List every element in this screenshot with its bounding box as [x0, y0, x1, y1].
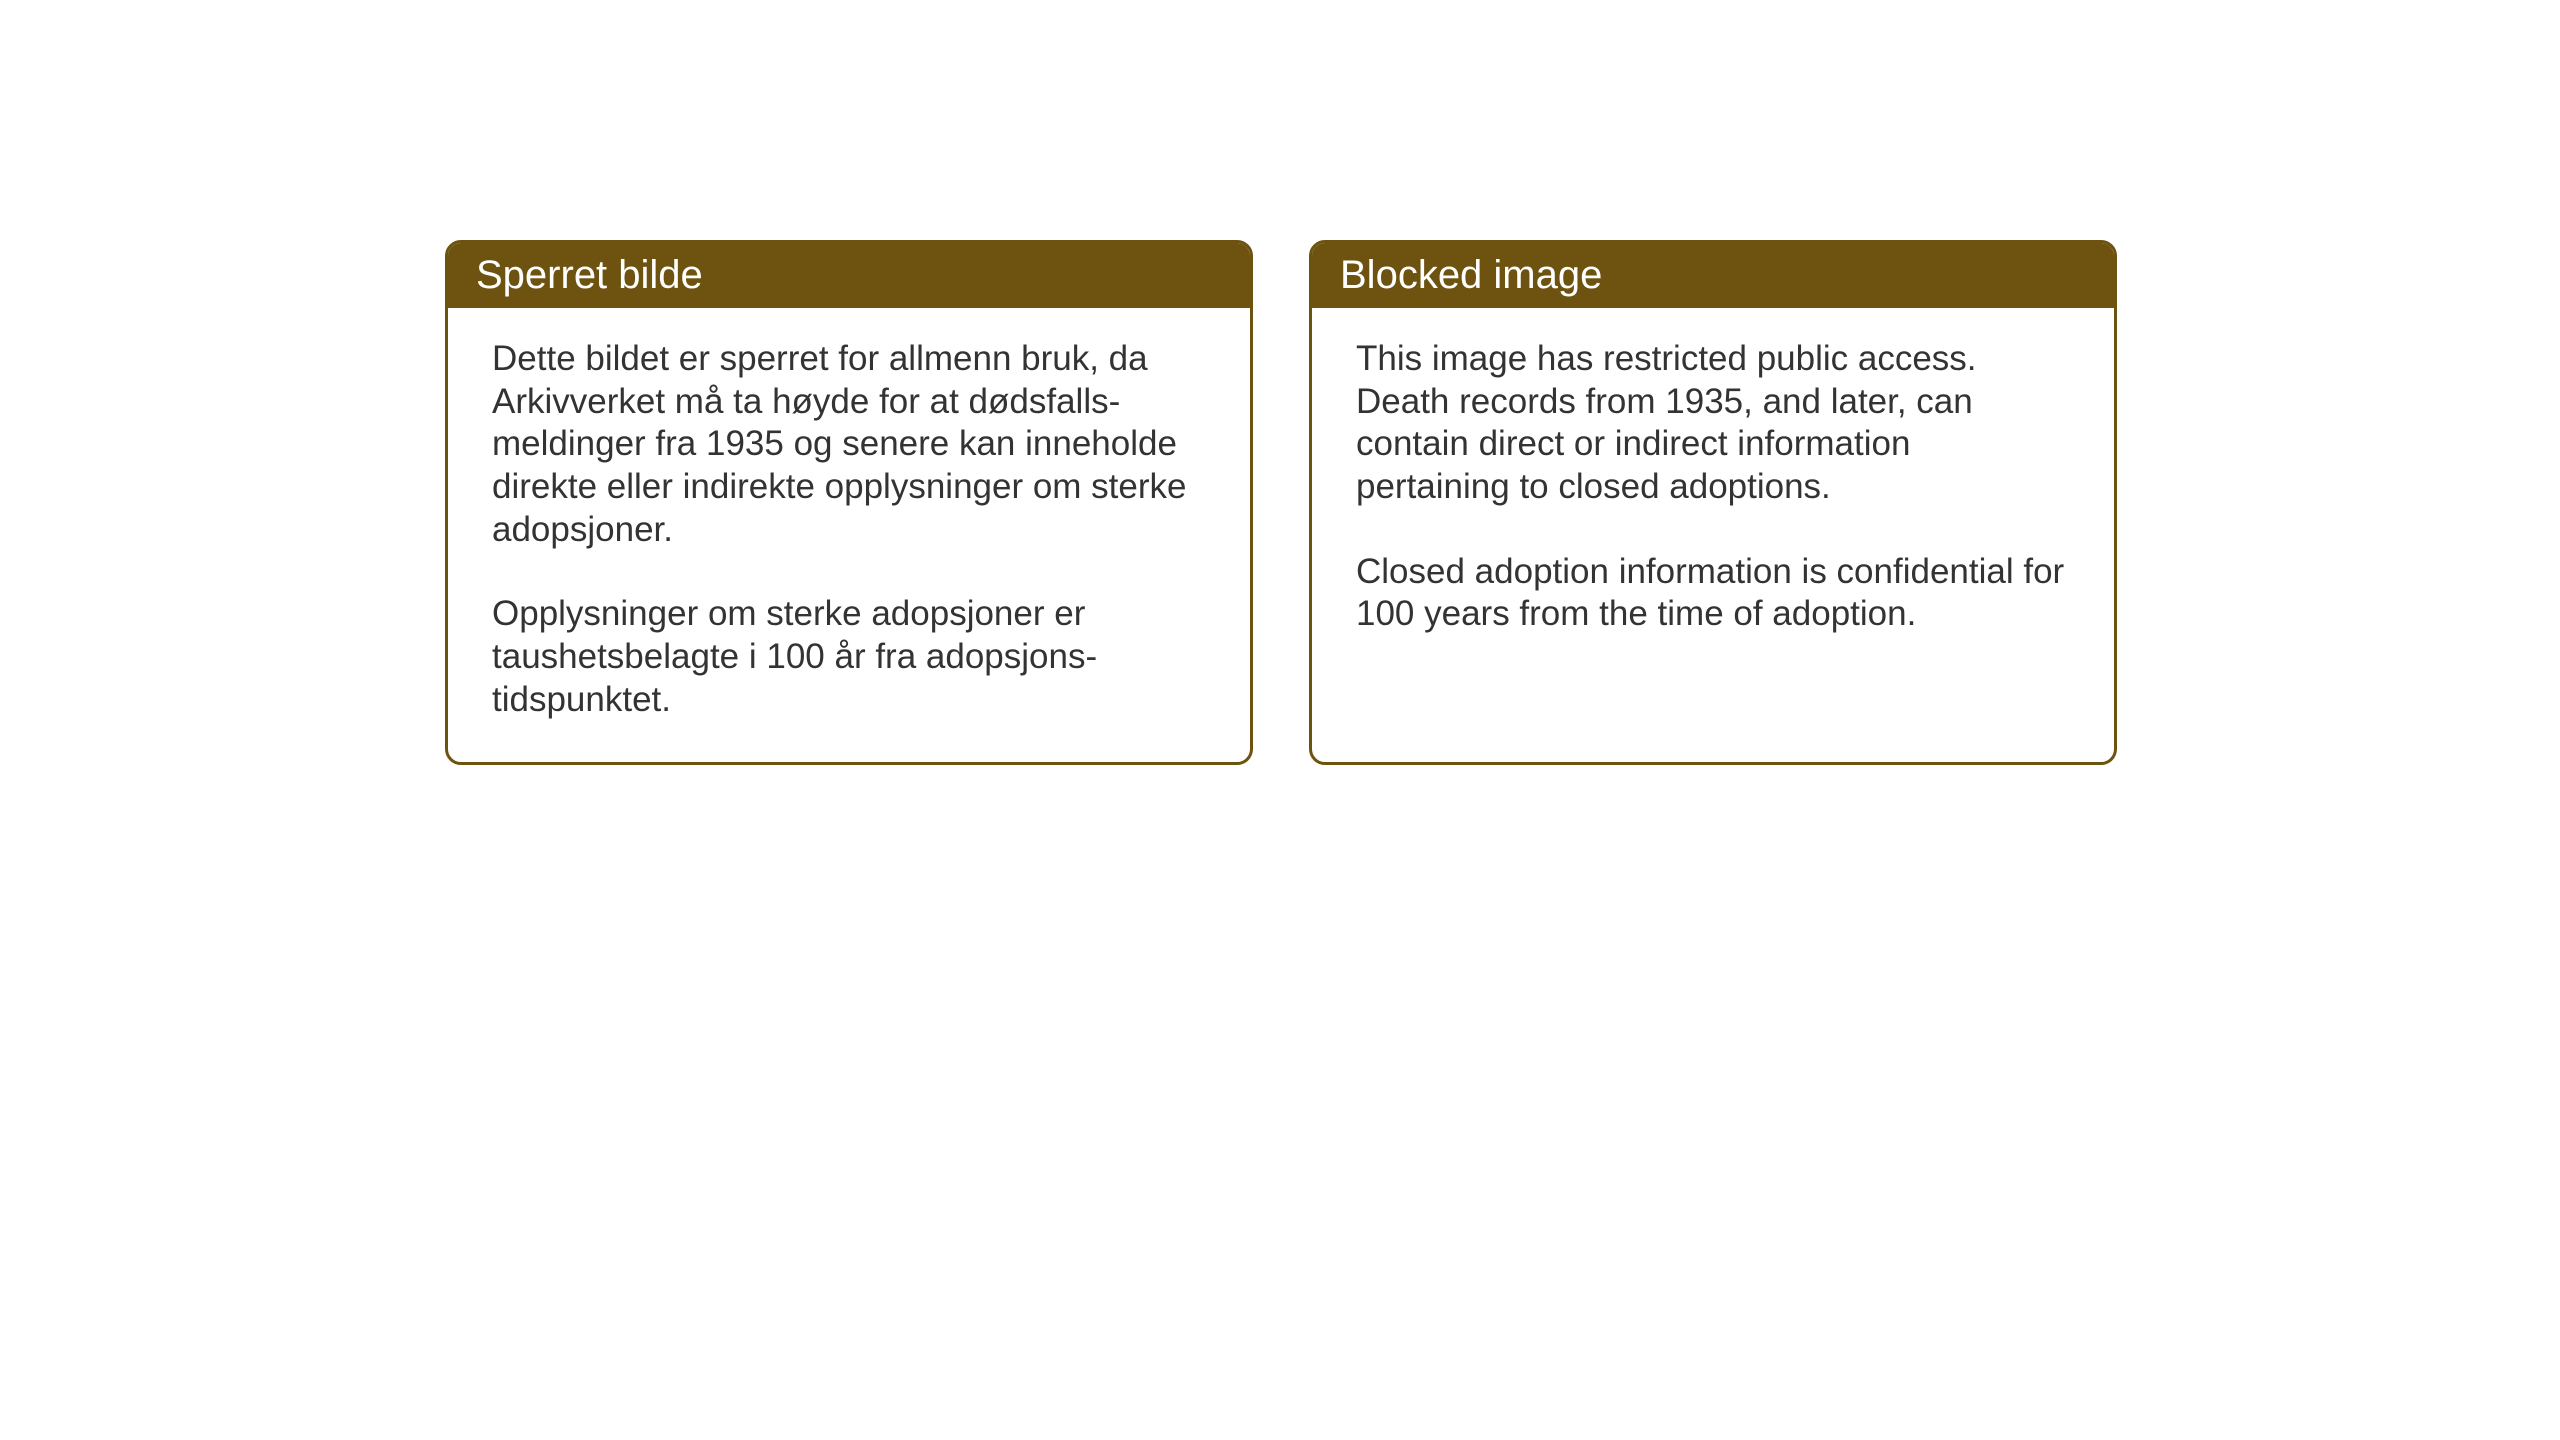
notice-title-norwegian: Sperret bilde: [476, 253, 703, 297]
notice-header-english: Blocked image: [1312, 243, 2114, 308]
notice-box-english: Blocked image This image has restricted …: [1309, 240, 2117, 765]
notice-paragraph-2-norwegian: Opplysninger om sterke adopsjoner er tau…: [492, 593, 1206, 721]
notice-paragraph-1-english: This image has restricted public access.…: [1356, 338, 2070, 509]
notice-paragraph-1-norwegian: Dette bildet er sperret for allmenn bruk…: [492, 338, 1206, 551]
notice-container: Sperret bilde Dette bildet er sperret fo…: [445, 240, 2117, 765]
notice-body-english: This image has restricted public access.…: [1312, 308, 2114, 676]
notice-paragraph-2-english: Closed adoption information is confident…: [1356, 551, 2070, 636]
notice-box-norwegian: Sperret bilde Dette bildet er sperret fo…: [445, 240, 1253, 765]
notice-title-english: Blocked image: [1340, 253, 1602, 297]
notice-header-norwegian: Sperret bilde: [448, 243, 1250, 308]
notice-body-norwegian: Dette bildet er sperret for allmenn bruk…: [448, 308, 1250, 762]
